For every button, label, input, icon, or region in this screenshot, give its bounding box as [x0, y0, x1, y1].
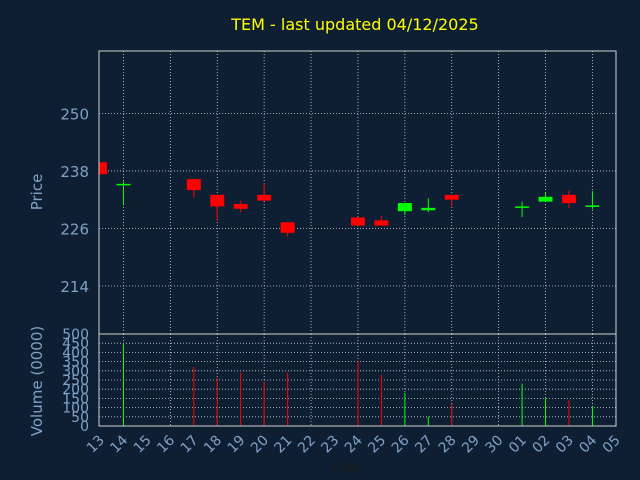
volume-tick-label: 400: [62, 345, 89, 361]
volume-tick-label: 0: [80, 419, 89, 435]
price-axis-label: Price: [28, 174, 46, 211]
price-tick-label: 238: [60, 163, 89, 181]
x-tick-label: 04: [576, 432, 600, 456]
candle-body: [99, 162, 107, 175]
candle-body: [350, 217, 365, 226]
price-grid: [99, 51, 616, 334]
price-tick-label: 226: [60, 220, 89, 238]
candle-body: [257, 194, 272, 201]
x-tick-label: 13: [84, 433, 108, 457]
candle-body: [116, 183, 131, 186]
volume-panel-frame: [98, 333, 617, 427]
x-ticks: 13 14 15 16 17 18 19 20 21 22 23 24 25 26 27 28 29 30 01 02…: [84, 432, 624, 456]
x-tick-label: 15: [131, 433, 155, 457]
candle-body: [397, 203, 412, 212]
volume-tick-label: 450: [62, 336, 89, 352]
volume-tick-label: 150: [62, 391, 89, 407]
candle-body: [538, 196, 553, 202]
candle-body: [233, 204, 248, 209]
volume-tick-label: 50: [71, 410, 89, 426]
price-tick-label: 214: [60, 278, 89, 296]
x-tick-label: 01: [506, 433, 530, 457]
volume-tick-label: 300: [62, 364, 89, 380]
candle-body: [444, 194, 459, 200]
candles: [99, 162, 600, 237]
x-tick-label: 25: [365, 433, 389, 457]
x-tick-label: 16: [154, 432, 178, 456]
x-tick-label: 24: [342, 432, 366, 456]
volume-tick-label: 100: [62, 401, 89, 417]
price-tick-label: 250: [60, 105, 89, 123]
price-y-ticks: 214 226 238 250: [60, 105, 89, 296]
candle-body: [515, 206, 530, 208]
x-tick-label: 23: [318, 433, 342, 457]
x-tick-label: 02: [529, 433, 553, 457]
x-tick-label: 21: [272, 433, 296, 457]
candle-body: [186, 179, 201, 191]
volume-tick-label: 250: [62, 373, 89, 389]
candle-body: [374, 220, 389, 226]
candle-body: [210, 194, 225, 207]
volume-tick-label: 500: [62, 327, 89, 343]
x-tick-label: 22: [295, 433, 319, 457]
x-tick-label: 29: [459, 433, 483, 457]
candle-body: [421, 207, 436, 211]
x-tick-label: 14: [107, 432, 131, 456]
x-axis-label: Day: [333, 460, 361, 476]
chart-title: TEM - last updated 04/12/2025: [230, 15, 478, 34]
candle-body: [585, 205, 600, 207]
x-tick-label: 28: [436, 433, 460, 457]
x-tick-label: 17: [178, 433, 202, 457]
x-tick-label: 26: [389, 432, 413, 456]
price-panel-frame: [98, 50, 617, 335]
candle-body: [280, 222, 295, 233]
volume-axis-label: Volume (0000): [28, 326, 46, 436]
x-tick-label: 27: [412, 433, 436, 457]
x-tick-label: 03: [553, 433, 577, 457]
x-tick-label: 30: [483, 433, 507, 457]
x-tick-label: 18: [201, 433, 225, 457]
x-tick-label: 05: [600, 433, 624, 457]
volume-bars: [122, 343, 593, 426]
volume-tick-label: 350: [62, 355, 89, 371]
candle-body: [562, 194, 576, 204]
volume-tick-label: 200: [62, 382, 89, 398]
x-tick-label: 19: [225, 433, 249, 457]
x-tick-label: 20: [248, 433, 272, 457]
